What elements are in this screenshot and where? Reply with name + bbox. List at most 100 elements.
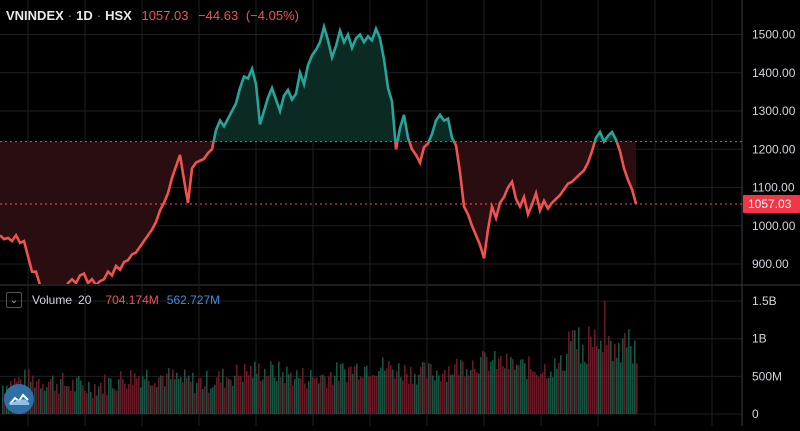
volume-bar xyxy=(254,361,256,414)
interval-label[interactable]: 1D xyxy=(76,8,93,23)
volume-bar xyxy=(458,375,460,414)
symbol-legend: VNINDEX · 1D · HSX 1057.03 −44.63 (−4.05%) xyxy=(6,8,299,23)
volume-bar xyxy=(218,371,220,414)
volume-bar xyxy=(180,377,182,414)
volume-bar xyxy=(198,378,200,414)
volume-bar xyxy=(588,326,590,414)
volume-tick-label: 500M xyxy=(752,369,782,383)
volume-bar xyxy=(310,370,312,414)
volume-bar xyxy=(98,386,100,414)
volume-bar xyxy=(42,383,44,414)
volume-bar xyxy=(190,381,192,414)
volume-bar xyxy=(208,392,210,414)
volume-bar xyxy=(570,341,572,414)
volume-bar xyxy=(240,375,242,414)
volume-bar xyxy=(392,369,394,414)
volume-bar xyxy=(74,391,76,414)
volume-bar xyxy=(304,383,306,414)
volume-bar xyxy=(276,381,278,414)
volume-bar xyxy=(504,368,506,414)
volume-bar xyxy=(612,360,614,414)
volume-bar xyxy=(300,378,302,414)
volume-bar xyxy=(130,369,132,414)
volume-bar xyxy=(274,377,276,414)
volume-bar xyxy=(562,370,564,414)
volume-bar xyxy=(286,366,288,414)
volume-bar xyxy=(396,371,398,414)
volume-bar xyxy=(360,376,362,414)
volume-bar xyxy=(238,376,240,414)
volume-bar xyxy=(630,346,632,414)
symbol-name[interactable]: VNINDEX xyxy=(6,8,64,23)
volume-bar xyxy=(234,375,236,414)
volume-bar xyxy=(68,386,70,414)
volume-bar xyxy=(476,372,478,414)
volume-bar xyxy=(486,356,488,414)
volume-bar xyxy=(308,381,310,414)
volume-bar xyxy=(592,347,594,414)
volume-bar xyxy=(48,381,50,414)
volume-bar xyxy=(614,343,616,414)
volume-bar xyxy=(36,381,38,414)
volume-bar xyxy=(184,369,186,414)
volume-bar xyxy=(78,376,80,414)
volume-bar xyxy=(434,380,436,414)
volume-bar xyxy=(178,378,180,414)
volume-bar xyxy=(374,375,376,414)
chevron-down-icon[interactable]: ⌄ xyxy=(6,292,22,308)
volume-bar xyxy=(94,383,96,414)
volume-bar xyxy=(340,364,342,414)
volume-bar xyxy=(288,374,290,414)
volume-bar xyxy=(142,376,144,414)
volume-bar xyxy=(172,369,174,414)
volume-bar xyxy=(188,375,190,414)
volume-bar xyxy=(572,330,574,414)
volume-bar xyxy=(182,382,184,414)
volume-bar xyxy=(96,395,98,414)
volume-length: 20 xyxy=(78,293,92,307)
volume-bar xyxy=(352,373,354,414)
volume-bar xyxy=(250,365,252,414)
volume-bar xyxy=(540,374,542,414)
tradingview-cloud-icon[interactable] xyxy=(4,384,34,414)
volume-tick-label: 1B xyxy=(752,332,767,346)
volume-indicator-label[interactable]: Volume xyxy=(32,293,73,307)
volume-bar xyxy=(418,374,420,414)
volume-bar xyxy=(492,360,494,414)
volume-bar xyxy=(216,377,218,414)
volume-bar xyxy=(280,377,282,414)
volume-bar xyxy=(490,361,492,414)
volume-bar xyxy=(156,387,158,414)
volume-bar xyxy=(414,374,416,414)
volume-bar xyxy=(514,369,516,414)
volume-bar xyxy=(348,367,350,414)
price-tick-label: 1400.00 xyxy=(752,66,796,80)
volume-bar xyxy=(80,380,82,414)
volume-bar xyxy=(52,375,54,414)
volume-bar xyxy=(524,363,526,414)
volume-legend: ⌄ Volume 20 704.174M 562.727M xyxy=(6,292,220,308)
volume-bar xyxy=(214,384,216,414)
volume-bar xyxy=(622,338,624,414)
volume-bar xyxy=(40,388,42,414)
volume-bar xyxy=(158,377,160,414)
volume-bar xyxy=(150,385,152,414)
volume-bar xyxy=(296,370,298,414)
volume-tick-label: 1.5B xyxy=(752,294,777,308)
volume-bar xyxy=(170,379,172,414)
volume-bar xyxy=(568,331,570,414)
volume-bar xyxy=(398,363,400,414)
volume-bar xyxy=(358,379,360,414)
volume-bar xyxy=(192,372,194,414)
volume-bar xyxy=(372,374,374,414)
volume-bar xyxy=(318,383,320,414)
volume-bar xyxy=(186,377,188,414)
volume-bar xyxy=(316,377,318,414)
volume-bar xyxy=(306,388,308,414)
volume-bar xyxy=(154,383,156,414)
volume-bar xyxy=(114,389,116,414)
volume-bar xyxy=(84,390,86,414)
volume-bar xyxy=(500,355,502,414)
volume-bar xyxy=(556,368,558,414)
